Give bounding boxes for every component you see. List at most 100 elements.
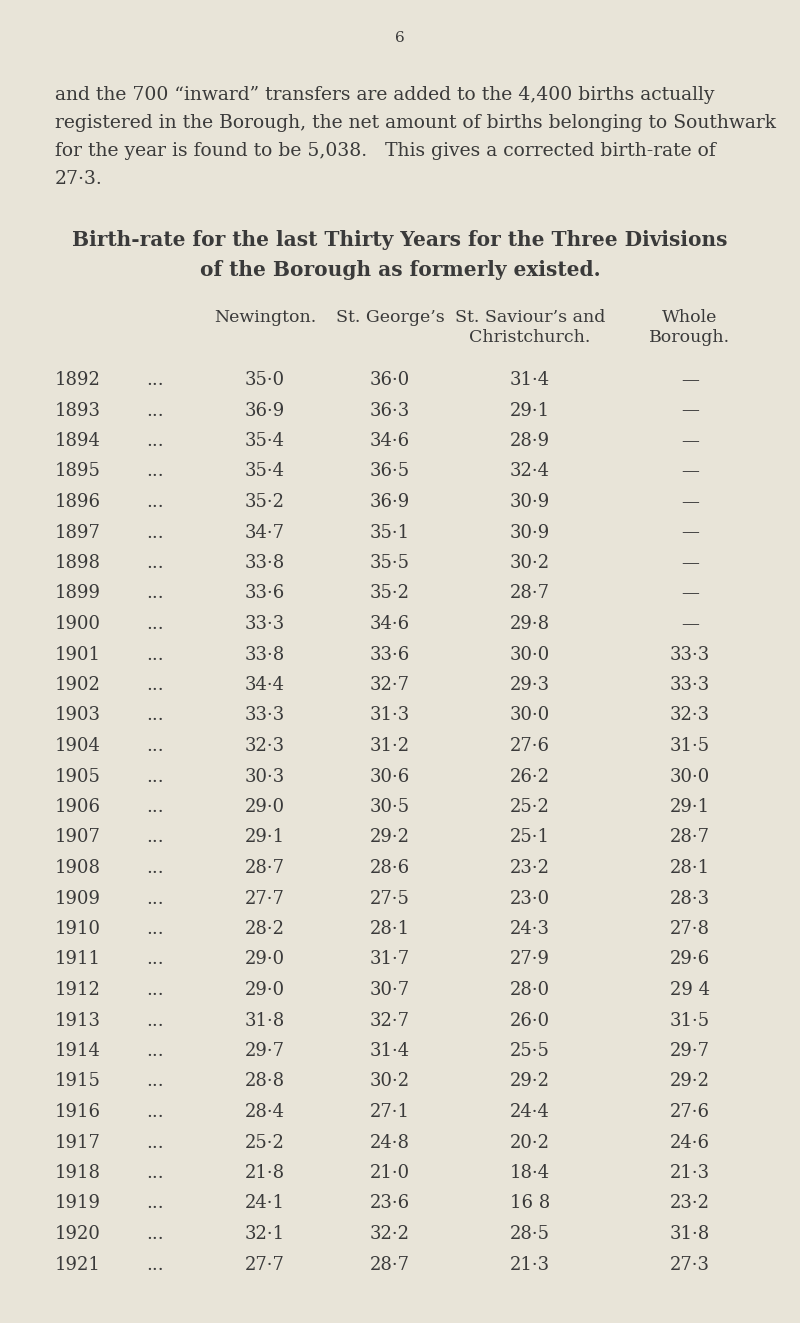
Text: 25·2: 25·2 — [510, 798, 550, 816]
Text: 35·2: 35·2 — [370, 585, 410, 602]
Text: St. George’s: St. George’s — [336, 310, 444, 327]
Text: 31·4: 31·4 — [370, 1043, 410, 1060]
Text: 30·3: 30·3 — [245, 767, 285, 786]
Text: 31·5: 31·5 — [670, 1012, 710, 1029]
Text: 32·4: 32·4 — [510, 463, 550, 480]
Text: 32·1: 32·1 — [245, 1225, 285, 1244]
Text: ...: ... — [146, 919, 164, 938]
Text: —: — — [681, 493, 699, 511]
Text: 29 4: 29 4 — [670, 980, 710, 999]
Text: 29·1: 29·1 — [670, 798, 710, 816]
Text: ...: ... — [146, 767, 164, 786]
Text: 27·7: 27·7 — [245, 1256, 285, 1274]
Text: 30·2: 30·2 — [510, 554, 550, 572]
Text: 1906: 1906 — [55, 798, 101, 816]
Text: 27·3.: 27·3. — [55, 169, 102, 188]
Text: 29·7: 29·7 — [670, 1043, 710, 1060]
Text: 33·6: 33·6 — [370, 646, 410, 664]
Text: 34·6: 34·6 — [370, 433, 410, 450]
Text: 28·4: 28·4 — [245, 1103, 285, 1121]
Text: 35·0: 35·0 — [245, 370, 285, 389]
Text: 25·2: 25·2 — [245, 1134, 285, 1151]
Text: ...: ... — [146, 1012, 164, 1029]
Text: of the Borough as formerly existed.: of the Borough as formerly existed. — [200, 261, 600, 280]
Text: ...: ... — [146, 889, 164, 908]
Text: 25·1: 25·1 — [510, 828, 550, 847]
Text: 28·0: 28·0 — [510, 980, 550, 999]
Text: 28·7: 28·7 — [670, 828, 710, 847]
Text: and the 700 “inward” transfers are added to the 4,400 births actually: and the 700 “inward” transfers are added… — [55, 86, 714, 105]
Text: 28·7: 28·7 — [245, 859, 285, 877]
Text: 28·3: 28·3 — [670, 889, 710, 908]
Text: ...: ... — [146, 828, 164, 847]
Text: 27·1: 27·1 — [370, 1103, 410, 1121]
Text: 32·3: 32·3 — [245, 737, 285, 755]
Text: ...: ... — [146, 798, 164, 816]
Text: 1911: 1911 — [55, 950, 101, 968]
Text: 27·6: 27·6 — [510, 737, 550, 755]
Text: ...: ... — [146, 615, 164, 632]
Text: 28·7: 28·7 — [370, 1256, 410, 1274]
Text: 29·2: 29·2 — [670, 1073, 710, 1090]
Text: ...: ... — [146, 1164, 164, 1181]
Text: 28·6: 28·6 — [370, 859, 410, 877]
Text: 1892: 1892 — [55, 370, 101, 389]
Text: —: — — [681, 463, 699, 480]
Text: 28·8: 28·8 — [245, 1073, 285, 1090]
Text: 25·5: 25·5 — [510, 1043, 550, 1060]
Text: 34·6: 34·6 — [370, 615, 410, 632]
Text: 1915: 1915 — [55, 1073, 101, 1090]
Text: 1895: 1895 — [55, 463, 101, 480]
Text: ...: ... — [146, 524, 164, 541]
Text: for the year is found to be 5,038.   This gives a corrected birth-rate of: for the year is found to be 5,038. This … — [55, 142, 716, 160]
Text: 28·5: 28·5 — [510, 1225, 550, 1244]
Text: 29·7: 29·7 — [245, 1043, 285, 1060]
Text: 21·0: 21·0 — [370, 1164, 410, 1181]
Text: 33·3: 33·3 — [670, 646, 710, 664]
Text: 36·9: 36·9 — [245, 401, 285, 419]
Text: ...: ... — [146, 1073, 164, 1090]
Text: 20·2: 20·2 — [510, 1134, 550, 1151]
Text: 30·9: 30·9 — [510, 493, 550, 511]
Text: 34·4: 34·4 — [245, 676, 285, 695]
Text: 1916: 1916 — [55, 1103, 101, 1121]
Text: 31·7: 31·7 — [370, 950, 410, 968]
Text: 26·0: 26·0 — [510, 1012, 550, 1029]
Text: 1908: 1908 — [55, 859, 101, 877]
Text: ...: ... — [146, 1043, 164, 1060]
Text: Christchurch.: Christchurch. — [470, 329, 590, 347]
Text: 23·6: 23·6 — [370, 1195, 410, 1212]
Text: 30·0: 30·0 — [510, 706, 550, 725]
Text: 32·2: 32·2 — [370, 1225, 410, 1244]
Text: —: — — [681, 433, 699, 450]
Text: 31·8: 31·8 — [245, 1012, 285, 1029]
Text: 23·2: 23·2 — [670, 1195, 710, 1212]
Text: ...: ... — [146, 585, 164, 602]
Text: 30·0: 30·0 — [510, 646, 550, 664]
Text: ...: ... — [146, 1134, 164, 1151]
Text: 1894: 1894 — [55, 433, 101, 450]
Text: ...: ... — [146, 493, 164, 511]
Text: St. Saviour’s and: St. Saviour’s and — [455, 310, 605, 327]
Text: ...: ... — [146, 554, 164, 572]
Text: 35·5: 35·5 — [370, 554, 410, 572]
Text: 29·0: 29·0 — [245, 980, 285, 999]
Text: 35·4: 35·4 — [245, 433, 285, 450]
Text: registered in the Borough, the net amount of births belonging to Southwark: registered in the Borough, the net amoun… — [55, 114, 776, 132]
Text: Newington.: Newington. — [214, 310, 316, 327]
Text: 28·2: 28·2 — [245, 919, 285, 938]
Text: 31·2: 31·2 — [370, 737, 410, 755]
Text: ...: ... — [146, 1225, 164, 1244]
Text: 27·3: 27·3 — [670, 1256, 710, 1274]
Text: 30·5: 30·5 — [370, 798, 410, 816]
Text: 1920: 1920 — [55, 1225, 101, 1244]
Text: —: — — [681, 585, 699, 602]
Text: 1904: 1904 — [55, 737, 101, 755]
Text: 24·4: 24·4 — [510, 1103, 550, 1121]
Text: —: — — [681, 370, 699, 389]
Text: 23·0: 23·0 — [510, 889, 550, 908]
Text: 29·2: 29·2 — [370, 828, 410, 847]
Text: 26·2: 26·2 — [510, 767, 550, 786]
Text: 1903: 1903 — [55, 706, 101, 725]
Text: ...: ... — [146, 433, 164, 450]
